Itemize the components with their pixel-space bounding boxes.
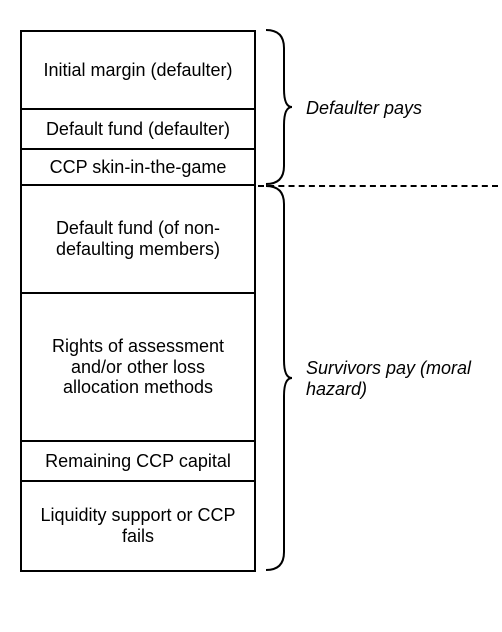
curly-brace [0,0,502,632]
waterfall-canvas: Initial margin (defaulter)Default fund (… [0,0,502,632]
bracket-annotation: Survivors pay (moral hazard) [306,358,482,399]
